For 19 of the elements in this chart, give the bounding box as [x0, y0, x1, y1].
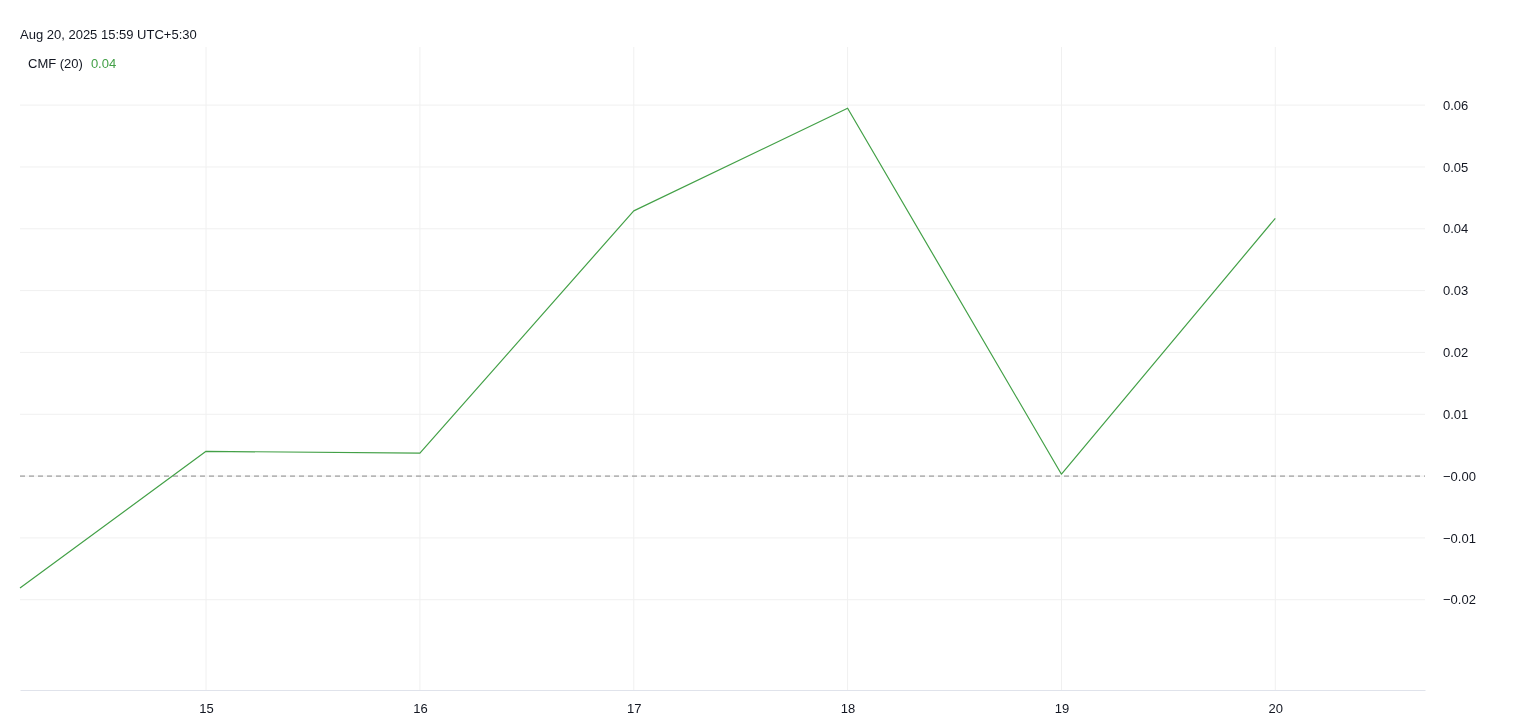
line-series — [19, 107, 1276, 589]
text: CMF (20) — [28, 56, 83, 71]
y-tick-label: −0.00 — [1443, 468, 1476, 484]
x-tick-label: 19 — [1054, 701, 1070, 717]
y-tick-label: 0.06 — [1443, 97, 1469, 113]
annotation: 0.04 — [90, 56, 117, 71]
y-tick-label: −0.01 — [1443, 530, 1476, 546]
x-tick-label: 18 — [840, 701, 856, 717]
y-tick-label: 0.03 — [1443, 283, 1469, 299]
y-tick-label: 0.01 — [1443, 406, 1469, 422]
x-tick-label: 20 — [1268, 701, 1284, 717]
text: Aug 20, 2025 15:59 UTC+5:30 — [20, 27, 197, 42]
x-tick-label: 17 — [627, 701, 642, 717]
x-tick-label: 15 — [199, 701, 214, 717]
y-tick-label: 0.04 — [1443, 221, 1469, 237]
x-tick-label: 16 — [413, 701, 428, 717]
y-tick-label: 0.02 — [1443, 345, 1469, 361]
y-tick-label: −0.02 — [1443, 592, 1476, 608]
y-tick-label: 0.05 — [1443, 159, 1469, 175]
